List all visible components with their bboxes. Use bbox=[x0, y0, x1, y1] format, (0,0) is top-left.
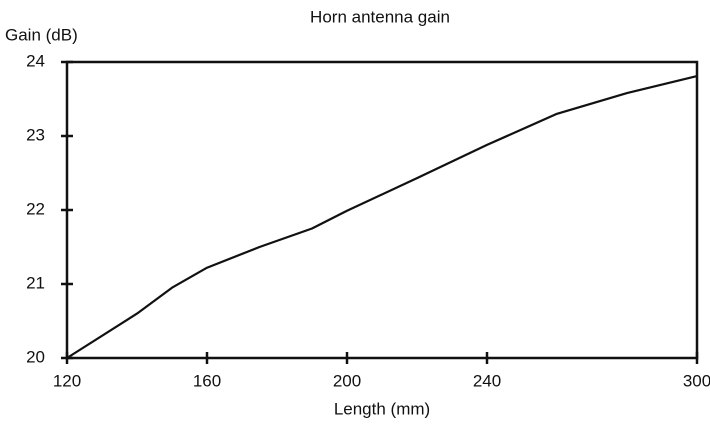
plot-frame bbox=[65, 60, 699, 360]
x-tick-label: 300 bbox=[683, 371, 710, 390]
x-axis-label: Length (mm) bbox=[334, 399, 430, 418]
x-tick-label: 200 bbox=[333, 371, 361, 390]
x-tick-label: 120 bbox=[53, 371, 81, 390]
x-tick-label: 240 bbox=[473, 371, 501, 390]
y-axis-label: Gain (dB) bbox=[5, 25, 78, 44]
y-tick-label: 22 bbox=[26, 199, 45, 218]
y-tick-label: 21 bbox=[26, 273, 45, 292]
y-tick-label: 23 bbox=[26, 125, 45, 144]
data-line bbox=[66, 74, 698, 359]
y-tick-label: 24 bbox=[26, 51, 45, 70]
x-tick-label: 160 bbox=[193, 371, 221, 390]
y-tick-label: 20 bbox=[26, 347, 45, 366]
chart-title: Horn antenna gain bbox=[310, 7, 450, 26]
